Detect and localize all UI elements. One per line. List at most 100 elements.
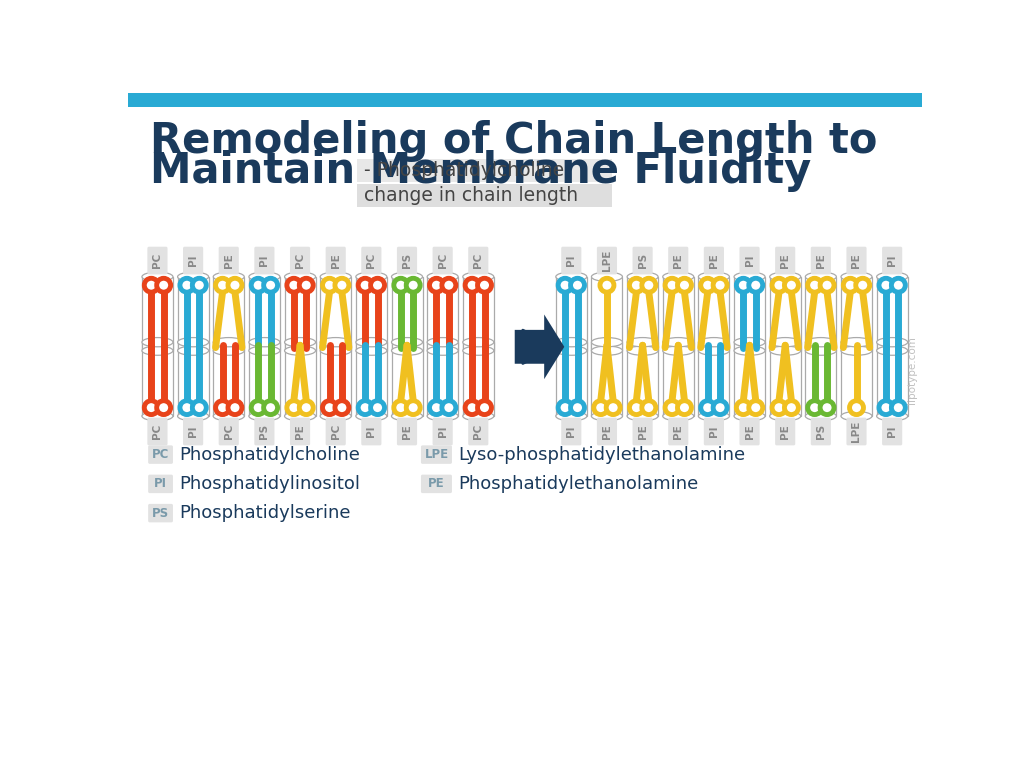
Text: Phosphatidylethanolamine: Phosphatidylethanolamine	[458, 475, 698, 493]
Text: PC: PC	[437, 253, 447, 268]
Text: PE: PE	[780, 253, 791, 268]
Text: PE: PE	[402, 424, 412, 439]
Circle shape	[558, 400, 572, 414]
Ellipse shape	[556, 411, 587, 421]
Ellipse shape	[770, 337, 801, 347]
FancyBboxPatch shape	[356, 184, 612, 206]
Text: lipotype.com: lipotype.com	[906, 336, 916, 404]
Text: PS: PS	[259, 424, 269, 439]
Bar	[663, 342, 693, 416]
Bar	[734, 277, 765, 351]
Ellipse shape	[356, 337, 387, 347]
Bar	[356, 277, 387, 351]
Text: PS: PS	[152, 506, 169, 520]
Text: change in chain length: change in chain length	[365, 185, 579, 205]
FancyBboxPatch shape	[148, 474, 173, 493]
FancyBboxPatch shape	[561, 418, 582, 446]
Circle shape	[784, 400, 799, 414]
Text: PI: PI	[709, 426, 719, 437]
Text: PE: PE	[331, 253, 341, 268]
FancyBboxPatch shape	[811, 418, 830, 446]
FancyBboxPatch shape	[219, 418, 239, 446]
Circle shape	[394, 400, 408, 414]
Ellipse shape	[627, 346, 658, 355]
Ellipse shape	[249, 337, 280, 347]
Text: PI: PI	[566, 255, 577, 266]
Circle shape	[442, 400, 456, 414]
Bar	[698, 277, 729, 351]
Text: PI: PI	[259, 255, 269, 266]
Bar	[592, 342, 623, 416]
Bar	[142, 277, 173, 351]
Bar	[177, 342, 209, 416]
Bar	[213, 342, 245, 416]
Text: PS: PS	[402, 253, 412, 268]
Ellipse shape	[877, 411, 907, 421]
Text: - Phosphatidylcholine: - Phosphatidylcholine	[365, 161, 564, 180]
FancyBboxPatch shape	[597, 418, 617, 446]
Ellipse shape	[249, 272, 280, 281]
Circle shape	[820, 400, 834, 414]
FancyBboxPatch shape	[882, 247, 902, 274]
Ellipse shape	[805, 337, 837, 347]
Bar	[877, 342, 907, 416]
Ellipse shape	[213, 272, 245, 281]
Circle shape	[407, 278, 420, 292]
Circle shape	[429, 278, 443, 292]
Circle shape	[358, 400, 372, 414]
Ellipse shape	[177, 346, 209, 355]
FancyBboxPatch shape	[356, 159, 612, 182]
FancyBboxPatch shape	[703, 247, 724, 274]
Ellipse shape	[463, 272, 494, 281]
Bar	[285, 342, 315, 416]
Bar	[841, 342, 872, 416]
Circle shape	[263, 400, 278, 414]
Ellipse shape	[142, 272, 173, 281]
Text: Phosphatidylinositol: Phosphatidylinositol	[179, 475, 360, 493]
FancyBboxPatch shape	[739, 247, 760, 274]
Circle shape	[299, 278, 313, 292]
Ellipse shape	[213, 411, 245, 421]
Circle shape	[335, 278, 349, 292]
Bar	[556, 342, 587, 416]
Ellipse shape	[285, 411, 315, 421]
FancyBboxPatch shape	[219, 247, 239, 274]
Circle shape	[820, 278, 834, 292]
Text: PE: PE	[673, 253, 683, 268]
Circle shape	[891, 278, 905, 292]
FancyBboxPatch shape	[432, 418, 453, 446]
Ellipse shape	[627, 272, 658, 281]
FancyBboxPatch shape	[847, 247, 866, 274]
Circle shape	[442, 278, 456, 292]
Text: Maintain Membrane Fluidity: Maintain Membrane Fluidity	[150, 150, 811, 192]
Ellipse shape	[556, 337, 587, 347]
Bar	[734, 342, 765, 416]
Text: PE: PE	[852, 253, 861, 268]
Ellipse shape	[663, 411, 693, 421]
Text: LPE: LPE	[602, 250, 612, 271]
Text: Phosphatidylserine: Phosphatidylserine	[179, 504, 350, 522]
Ellipse shape	[142, 337, 173, 347]
FancyBboxPatch shape	[633, 247, 652, 274]
Ellipse shape	[841, 346, 872, 355]
Ellipse shape	[249, 346, 280, 355]
Ellipse shape	[877, 337, 907, 347]
Ellipse shape	[142, 411, 173, 421]
Ellipse shape	[556, 346, 587, 355]
Circle shape	[700, 400, 715, 414]
Text: PC: PC	[295, 253, 305, 268]
Ellipse shape	[177, 337, 209, 347]
Text: LPE: LPE	[852, 421, 861, 442]
FancyBboxPatch shape	[669, 418, 688, 446]
Ellipse shape	[463, 346, 494, 355]
Bar	[463, 277, 494, 351]
FancyBboxPatch shape	[703, 418, 724, 446]
Ellipse shape	[734, 346, 765, 355]
Ellipse shape	[285, 337, 315, 347]
Text: PC: PC	[473, 253, 483, 268]
Ellipse shape	[734, 337, 765, 347]
Text: PE: PE	[602, 424, 612, 439]
Ellipse shape	[663, 337, 693, 347]
Text: PI: PI	[188, 426, 198, 437]
Bar	[877, 277, 907, 351]
